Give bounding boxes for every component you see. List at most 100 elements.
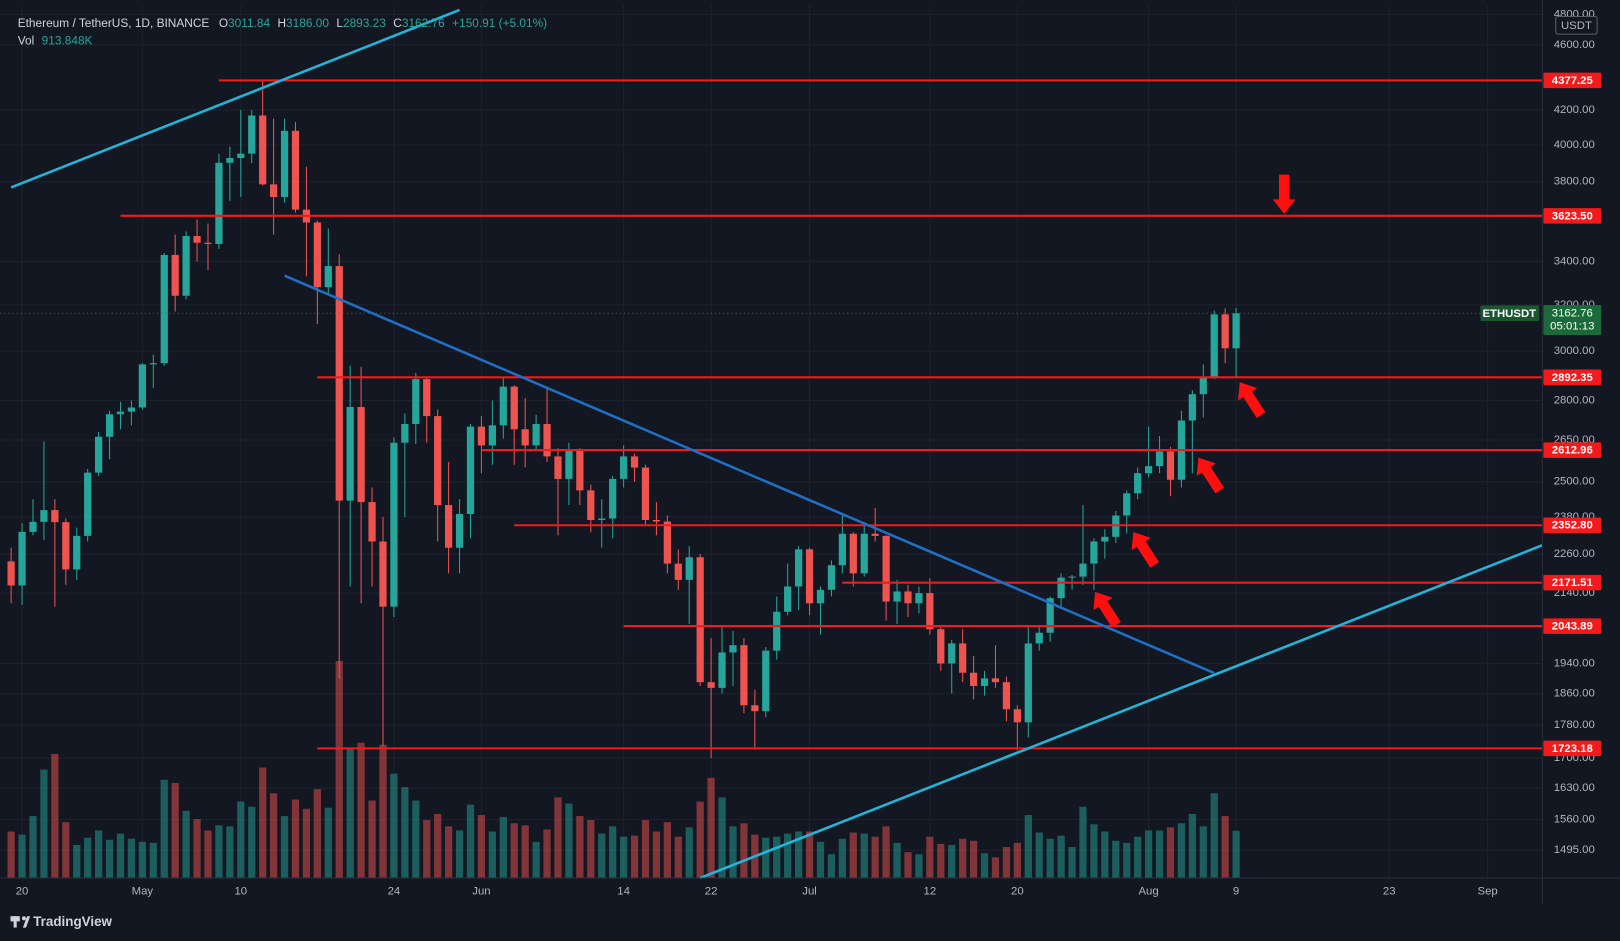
x-tick-label: Jun — [472, 885, 490, 897]
candle-body — [499, 386, 507, 426]
candle-body — [740, 645, 748, 706]
volume-bar — [980, 853, 989, 878]
candle-body — [696, 557, 704, 683]
level-tag — [1543, 574, 1602, 591]
volume-bar — [893, 842, 901, 878]
currency: USDT — [1561, 20, 1592, 32]
ohlc-key: L — [336, 16, 343, 30]
candle-body — [609, 478, 617, 519]
candle-body — [1232, 313, 1240, 349]
volume-bar — [302, 808, 311, 878]
volume-bar — [838, 838, 846, 878]
candle-body — [543, 423, 551, 457]
candle-body — [805, 549, 814, 604]
candle-body — [937, 629, 945, 664]
volume-bar — [1144, 830, 1153, 878]
y-tick-label: 3400.00 — [1554, 255, 1595, 267]
candle-body — [1079, 563, 1087, 577]
volume-bar — [335, 661, 343, 878]
volume-pane — [7, 661, 1240, 878]
volume-bar — [871, 836, 879, 878]
volume-bar — [718, 797, 726, 878]
volume-bar — [7, 831, 15, 878]
volume-bar — [116, 833, 125, 878]
level-tag — [1543, 442, 1602, 458]
volume-bar — [95, 830, 103, 878]
x-tick-label: 24 — [388, 885, 401, 897]
symbol-tag — [1480, 305, 1540, 322]
volume-bar — [991, 857, 1000, 878]
candle-body — [619, 456, 628, 479]
candle-body — [576, 450, 584, 491]
y-tick-label: 1860.00 — [1554, 688, 1595, 700]
volume-bar — [18, 834, 26, 878]
candle-body — [160, 254, 168, 364]
trendline — [10, 8, 461, 189]
volume-bar — [313, 789, 321, 878]
candle-body — [7, 561, 15, 586]
candle-body — [630, 456, 639, 468]
candle-body — [882, 535, 890, 602]
volume-bar — [674, 836, 682, 878]
candle-body — [1210, 314, 1218, 378]
last-price-label: 3162.76 — [1552, 307, 1593, 319]
volume-bar — [1024, 814, 1032, 878]
candle-body — [871, 533, 879, 536]
level-tag — [1543, 208, 1602, 224]
y-tick-label: 2500.00 — [1554, 476, 1595, 488]
candle-body — [204, 242, 212, 244]
volume-bar — [1134, 836, 1142, 878]
volume-bar — [1101, 831, 1109, 878]
candle-body — [521, 429, 529, 446]
candle-body — [980, 678, 989, 686]
volume-bar — [466, 804, 475, 878]
volume-bar — [171, 782, 179, 878]
countdown-label: 05:01:13 — [1550, 321, 1594, 333]
volume-bar — [412, 800, 420, 878]
volume-bar — [1068, 847, 1076, 878]
volume-bar — [51, 754, 59, 878]
volume-bar — [73, 844, 81, 878]
level-label: 1723.18 — [1552, 743, 1593, 755]
volume-bar — [740, 823, 748, 878]
volume-bar — [423, 820, 431, 878]
candle-body — [412, 379, 420, 424]
last-price-tag — [1543, 304, 1602, 335]
candle-body — [291, 130, 300, 210]
brand: TradingView — [10, 914, 113, 929]
candle-body — [554, 456, 562, 479]
volume-bar — [455, 830, 464, 878]
x-tick-label: 23 — [1383, 885, 1396, 897]
trendline — [699, 544, 1543, 880]
volume-bar — [84, 837, 92, 878]
ohlc-value: 2893.23 — [343, 16, 386, 30]
candle-body — [893, 591, 901, 602]
candle-body — [51, 510, 59, 523]
y-tick-label: 2260.00 — [1554, 548, 1595, 560]
volume-bar — [1013, 842, 1021, 878]
volume-bar — [904, 852, 912, 878]
candle-body — [466, 426, 475, 514]
volume-bar — [138, 841, 146, 878]
candle-body — [149, 363, 157, 365]
volume-key: Vol — [18, 33, 34, 47]
candle-body — [215, 162, 223, 244]
volume-bar — [805, 831, 814, 878]
volume-bar — [1002, 847, 1011, 878]
volume-bar — [127, 838, 136, 878]
candle-body — [105, 414, 114, 437]
candle-body — [838, 533, 846, 566]
x-tick-label: 20 — [1011, 885, 1024, 897]
volume-bar — [291, 799, 300, 878]
candle-body — [259, 115, 267, 185]
volume-bar — [193, 819, 201, 878]
x-tick-label: Sep — [1478, 885, 1498, 897]
candle-body — [324, 266, 332, 288]
logo-slant — [22, 916, 31, 928]
volume-bar — [1188, 813, 1196, 878]
volume-bar — [948, 844, 956, 878]
level-tag — [1543, 72, 1602, 89]
volume-bar — [1210, 793, 1218, 878]
volume-bar — [499, 817, 507, 878]
